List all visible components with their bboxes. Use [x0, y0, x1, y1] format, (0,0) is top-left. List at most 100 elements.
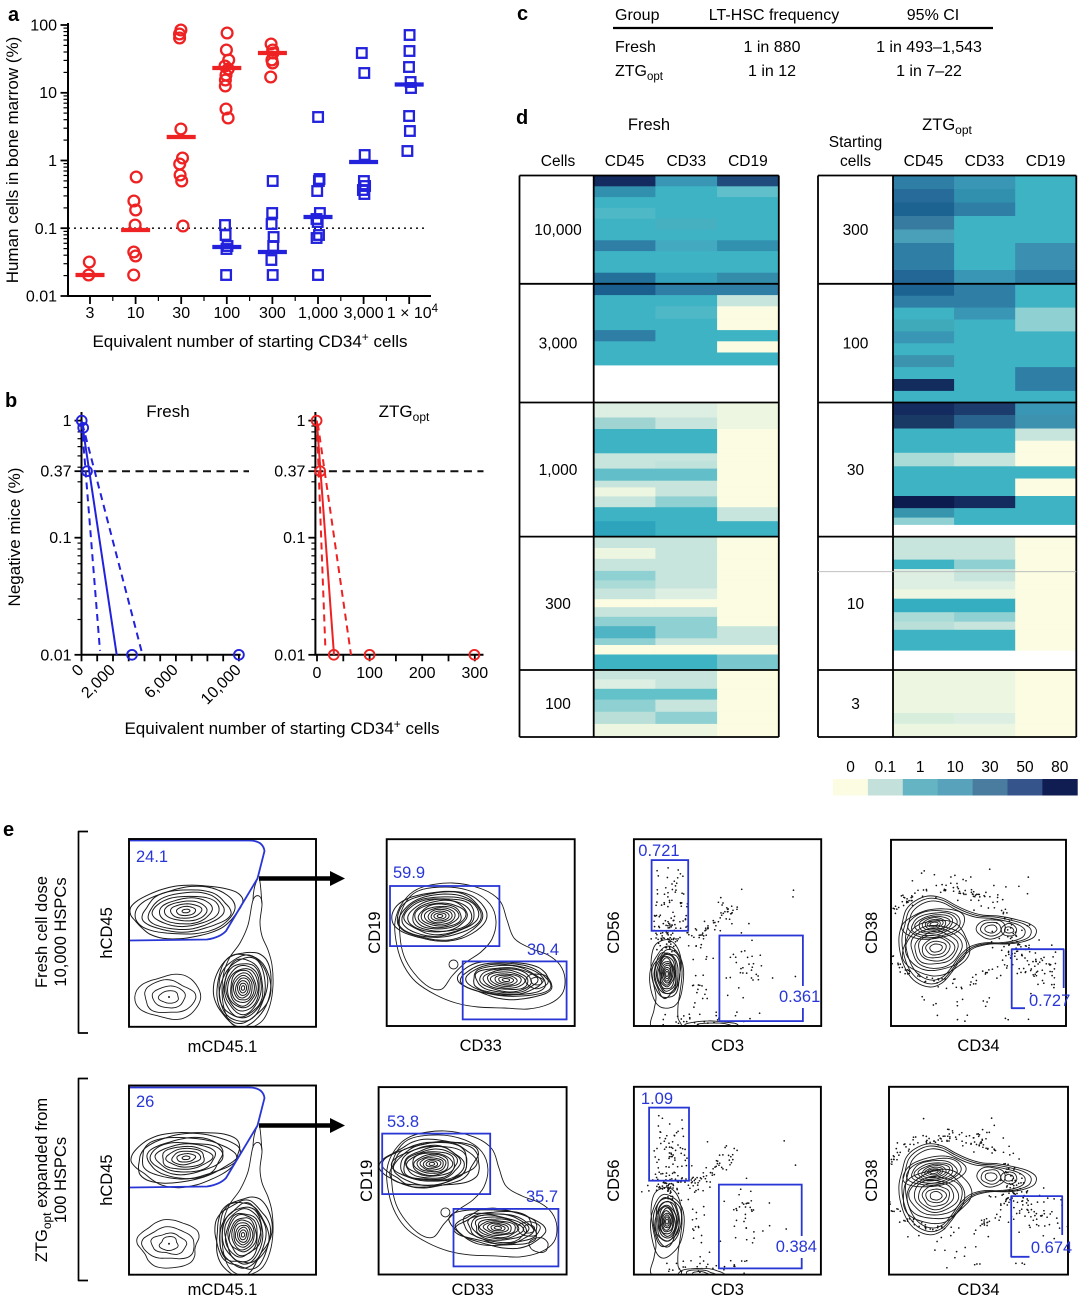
svg-text:hCD45: hCD45: [98, 1154, 116, 1205]
svg-text:300: 300: [843, 222, 869, 239]
svg-text:1 × 104: 1 × 104: [387, 303, 439, 322]
svg-text:1 in 880: 1 in 880: [744, 39, 801, 56]
svg-text:3,000: 3,000: [344, 305, 384, 322]
svg-text:1 in 493–1,543: 1 in 493–1,543: [876, 39, 982, 56]
svg-text:1: 1: [48, 153, 57, 170]
svg-text:hCD45: hCD45: [98, 907, 116, 958]
svg-text:53.8: 53.8: [387, 1113, 419, 1131]
svg-text:CD45: CD45: [904, 153, 944, 170]
svg-text:Equivalent number of starting: Equivalent number of starting CD34+ cell…: [124, 717, 439, 738]
svg-text:200: 200: [409, 665, 436, 682]
svg-text:CD38: CD38: [863, 1160, 881, 1202]
svg-text:Equivalent number of starting: Equivalent number of starting CD34+ cell…: [92, 330, 407, 351]
svg-text:0.1: 0.1: [283, 530, 305, 547]
svg-text:0.01: 0.01: [26, 289, 57, 306]
svg-text:Fresh: Fresh: [628, 116, 670, 134]
svg-text:c: c: [517, 3, 528, 25]
svg-text:0.727: 0.727: [1029, 992, 1070, 1010]
svg-text:1,000: 1,000: [298, 305, 338, 322]
svg-text:CD33: CD33: [965, 153, 1005, 170]
svg-text:300: 300: [259, 305, 286, 322]
svg-text:100: 100: [843, 336, 869, 353]
svg-text:10,000 HSPCs: 10,000 HSPCs: [52, 877, 70, 986]
svg-text:CD3: CD3: [711, 1281, 744, 1297]
svg-text:35.7: 35.7: [526, 1188, 558, 1206]
svg-text:95% CI: 95% CI: [907, 7, 959, 24]
svg-text:100: 100: [213, 305, 240, 322]
svg-text:Human cells in bone marrow (%): Human cells in bone marrow (%): [3, 37, 22, 284]
svg-text:3,000: 3,000: [539, 336, 578, 353]
svg-text:24.1: 24.1: [136, 848, 168, 866]
svg-text:10: 10: [127, 305, 145, 322]
svg-text:Group: Group: [615, 7, 660, 24]
svg-text:100 HSPCs: 100 HSPCs: [52, 1137, 70, 1223]
svg-text:CD56: CD56: [605, 1160, 623, 1202]
svg-text:b: b: [5, 390, 17, 412]
svg-text:0: 0: [846, 759, 855, 776]
svg-text:1.09: 1.09: [641, 1090, 673, 1108]
svg-text:10: 10: [39, 85, 57, 102]
svg-text:26: 26: [136, 1093, 154, 1111]
svg-text:e: e: [3, 819, 14, 841]
svg-text:Fresh: Fresh: [146, 402, 189, 421]
svg-text:LT-HSC frequency: LT-HSC frequency: [709, 7, 839, 24]
svg-text:Negative mice (%): Negative mice (%): [5, 468, 24, 607]
svg-text:CD33: CD33: [666, 153, 706, 170]
svg-text:a: a: [8, 4, 20, 26]
svg-text:1 in 12: 1 in 12: [748, 63, 796, 80]
svg-text:CD34: CD34: [957, 1281, 999, 1297]
svg-text:CD33: CD33: [452, 1281, 494, 1297]
svg-text:0.1: 0.1: [49, 530, 71, 547]
svg-text:30: 30: [981, 759, 999, 776]
svg-text:1 in 7–22: 1 in 7–22: [896, 63, 962, 80]
svg-text:0.1: 0.1: [35, 221, 57, 238]
svg-text:30: 30: [172, 305, 190, 322]
svg-text:100: 100: [545, 696, 571, 713]
svg-text:mCD45.1: mCD45.1: [188, 1038, 258, 1056]
svg-text:CD19: CD19: [728, 153, 768, 170]
svg-text:ZTGopt expanded from: ZTGopt expanded from: [33, 1098, 54, 1262]
svg-text:0.01: 0.01: [274, 647, 305, 664]
svg-text:300: 300: [461, 665, 488, 682]
svg-text:0.37: 0.37: [274, 464, 305, 481]
svg-text:Starting: Starting: [829, 134, 882, 151]
svg-text:CD34: CD34: [957, 1037, 999, 1055]
svg-text:0.721: 0.721: [638, 842, 679, 860]
svg-text:CD19: CD19: [366, 912, 384, 954]
svg-text:100: 100: [356, 665, 383, 682]
svg-text:0.37: 0.37: [40, 464, 71, 481]
svg-text:1: 1: [296, 413, 305, 430]
svg-text:Fresh: Fresh: [615, 39, 656, 56]
svg-text:Fresh cell dose: Fresh cell dose: [33, 876, 51, 988]
svg-text:cells: cells: [840, 153, 871, 170]
svg-text:0.384: 0.384: [776, 1238, 817, 1256]
svg-text:3: 3: [851, 696, 860, 713]
svg-text:0.1: 0.1: [875, 759, 897, 776]
svg-text:10: 10: [847, 596, 865, 613]
svg-text:mCD45.1: mCD45.1: [188, 1281, 258, 1297]
svg-text:0.361: 0.361: [779, 988, 820, 1006]
svg-text:100: 100: [30, 18, 57, 35]
svg-text:1,000: 1,000: [539, 462, 578, 479]
svg-text:CD19: CD19: [1026, 153, 1066, 170]
svg-text:10,000: 10,000: [534, 222, 582, 239]
svg-text:CD3: CD3: [711, 1037, 744, 1055]
svg-text:CD19: CD19: [358, 1160, 376, 1202]
svg-text:30.4: 30.4: [527, 941, 559, 959]
svg-text:0: 0: [313, 665, 322, 682]
svg-text:CD33: CD33: [460, 1037, 502, 1055]
svg-text:80: 80: [1051, 759, 1069, 776]
svg-text:CD56: CD56: [605, 912, 623, 954]
svg-text:59.9: 59.9: [393, 864, 425, 882]
svg-text:3: 3: [86, 305, 95, 322]
svg-text:1: 1: [63, 413, 72, 430]
svg-text:50: 50: [1016, 759, 1034, 776]
svg-text:1: 1: [916, 759, 925, 776]
svg-text:Cells: Cells: [541, 153, 576, 170]
svg-text:CD38: CD38: [863, 912, 881, 954]
svg-text:300: 300: [545, 596, 571, 613]
svg-text:0.674: 0.674: [1031, 1239, 1072, 1257]
svg-text:30: 30: [847, 462, 865, 479]
svg-text:0.01: 0.01: [40, 647, 71, 664]
svg-text:10: 10: [946, 759, 964, 776]
